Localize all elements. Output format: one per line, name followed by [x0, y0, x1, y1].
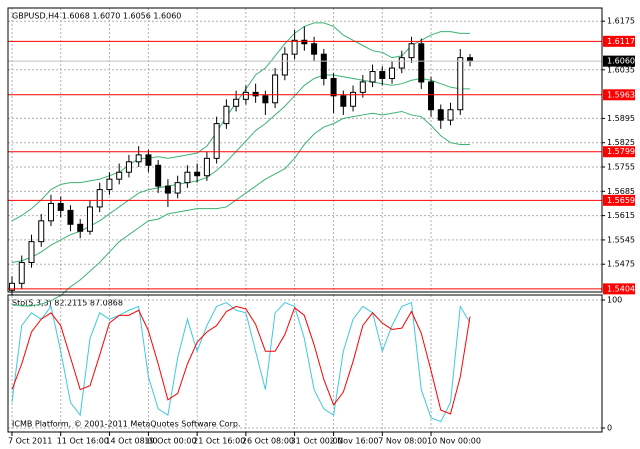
candle-body: [311, 43, 318, 55]
y-tick-label: 100: [607, 296, 622, 305]
candle-body: [67, 209, 74, 225]
candle-body: [262, 95, 269, 104]
last-price-label: 1.6060: [607, 57, 635, 66]
y-tick-label: 1.5755: [607, 163, 635, 172]
candle-body: [379, 71, 386, 79]
pane-frame: [7, 7, 603, 293]
candle-body: [437, 109, 444, 121]
last-price-box: [603, 55, 635, 67]
candle-body: [125, 161, 132, 173]
candle-body: [174, 182, 181, 194]
candle-body: [18, 261, 25, 284]
candle-body: [281, 53, 288, 76]
candle-body: [350, 91, 357, 107]
candle-body: [213, 123, 220, 159]
candle-body: [145, 154, 152, 166]
candle-body: [340, 95, 347, 107]
candle-body: [359, 81, 366, 93]
y-tick-label: 1.5895: [607, 114, 635, 123]
level-label: 1.5404: [607, 284, 635, 293]
candle-body: [164, 185, 171, 194]
pane-frame: [7, 294, 603, 433]
candle-body: [77, 223, 84, 232]
candle-body: [408, 43, 415, 59]
bollinger-band: [11, 22, 470, 222]
level-label-box: [603, 283, 635, 295]
candle-body: [28, 241, 35, 263]
chart-title: GBPUSD,H4 1.6068 1.6070 1.6056 1.6060: [12, 12, 181, 21]
x-tick-label: 7 Oct 2011: [8, 437, 52, 446]
x-tick-label: 2 Nov 16:00: [330, 437, 379, 446]
candle-body: [418, 43, 425, 83]
candle-body: [369, 71, 376, 83]
x-tick-label: 31 Oct 00:00: [291, 437, 343, 446]
candle-body: [457, 57, 464, 111]
y-tick-label: 1.6175: [607, 17, 635, 26]
level-label: 1.6117: [607, 37, 635, 46]
candle-body: [184, 171, 191, 184]
candle-body: [233, 98, 240, 107]
level-label: 1.5799: [607, 147, 635, 156]
candle-body: [57, 202, 64, 211]
candle-body: [135, 154, 142, 163]
candle-body: [291, 39, 298, 55]
candle-body: [38, 220, 45, 243]
candle-body: [9, 282, 15, 291]
x-tick-label: 19 Oct 00:00: [144, 437, 196, 446]
candle-body: [223, 105, 230, 125]
candle-body: [272, 74, 279, 104]
candle-body: [389, 67, 396, 79]
indicator-line: [11, 305, 471, 415]
level-label: 1.5659: [607, 196, 635, 205]
indicator-title: Sto(5,3,3) 82.2115 87.0868: [12, 299, 123, 308]
candle-body: [86, 206, 93, 232]
x-tick-label: 10 Nov 00:00: [427, 437, 481, 446]
y-tick-label: 1.5615: [607, 211, 635, 220]
level-label-box: [603, 146, 635, 158]
candle-body: [155, 164, 162, 187]
x-tick-label: 21 Oct 16:00: [193, 437, 245, 446]
level-label-box: [603, 194, 635, 206]
y-tick-label: 0: [607, 424, 612, 433]
candle-body: [252, 91, 259, 97]
candle-body: [116, 171, 123, 180]
candle-body: [242, 91, 249, 100]
level-label: 1.5963: [607, 90, 635, 99]
bollinger-band: [11, 110, 470, 307]
candle-body: [301, 39, 308, 45]
indicator-line: [11, 301, 471, 423]
level-label-box: [603, 89, 635, 101]
annotation: ICMB Platform, © 2001-2011 MetaQuotes So…: [12, 420, 241, 429]
y-tick-label: 1.5475: [607, 260, 635, 269]
candle-body: [428, 81, 435, 111]
candle-body: [106, 178, 113, 191]
y-tick-label: 1.5545: [607, 235, 635, 244]
candle-body: [194, 171, 201, 177]
y-tick-label: 1.5685: [607, 187, 635, 196]
x-tick-label: 14 Oct 08:00: [105, 437, 157, 446]
candle-body: [467, 57, 473, 62]
candle-body: [398, 57, 405, 69]
candle-body: [47, 202, 54, 222]
candle-body: [96, 189, 103, 208]
x-tick-label: 26 Oct 08:00: [242, 437, 294, 446]
x-tick-label: 11 Oct 16:00: [57, 437, 109, 446]
candle-body: [203, 157, 210, 177]
x-tick-label: 7 Nov 08:00: [378, 437, 427, 446]
y-tick-label: 1.5825: [607, 138, 635, 147]
level-label-box: [603, 35, 635, 47]
y-tick-label: 1.6035: [607, 65, 635, 74]
candle-body: [330, 77, 337, 97]
candle-body: [320, 53, 327, 79]
candle-body: [447, 109, 454, 121]
